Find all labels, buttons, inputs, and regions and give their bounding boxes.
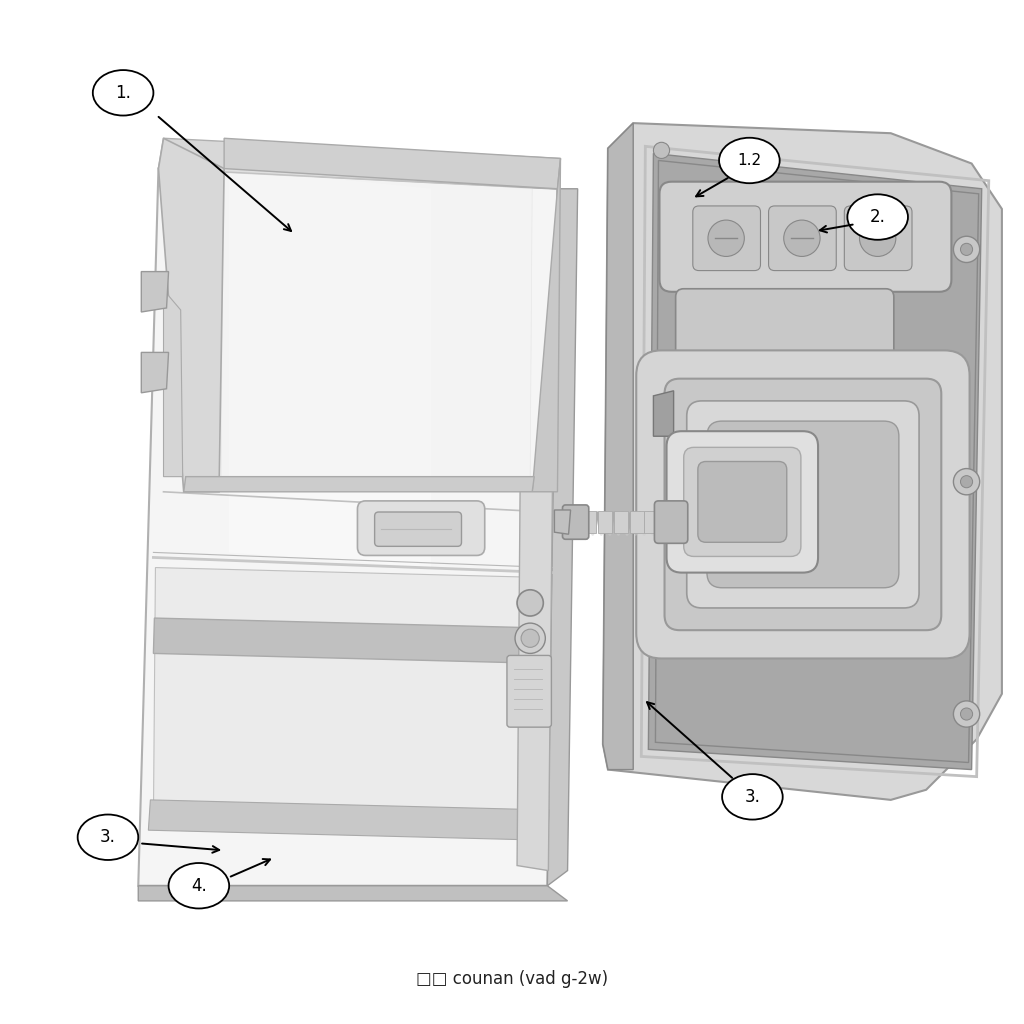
FancyBboxPatch shape: [357, 501, 484, 555]
Circle shape: [961, 244, 973, 255]
Circle shape: [961, 708, 973, 720]
Polygon shape: [141, 352, 169, 393]
Polygon shape: [221, 169, 532, 476]
FancyBboxPatch shape: [693, 206, 761, 270]
Text: 3.: 3.: [744, 787, 761, 806]
Circle shape: [708, 220, 744, 256]
FancyBboxPatch shape: [562, 505, 589, 540]
Polygon shape: [582, 511, 596, 534]
Polygon shape: [229, 169, 431, 567]
Polygon shape: [164, 290, 182, 476]
FancyBboxPatch shape: [636, 350, 970, 658]
Polygon shape: [653, 391, 674, 436]
Polygon shape: [532, 159, 560, 492]
Circle shape: [653, 142, 670, 159]
FancyBboxPatch shape: [845, 206, 912, 270]
Polygon shape: [603, 123, 633, 770]
Polygon shape: [154, 567, 549, 830]
Polygon shape: [159, 138, 224, 492]
Polygon shape: [224, 138, 560, 188]
FancyBboxPatch shape: [667, 431, 818, 572]
Circle shape: [953, 469, 980, 495]
Text: 3.: 3.: [100, 828, 116, 846]
Polygon shape: [548, 188, 578, 886]
Circle shape: [783, 220, 820, 256]
Ellipse shape: [93, 70, 154, 116]
Polygon shape: [644, 511, 658, 534]
Circle shape: [953, 237, 980, 262]
FancyBboxPatch shape: [665, 379, 941, 630]
Polygon shape: [183, 476, 535, 492]
Circle shape: [515, 624, 546, 653]
Polygon shape: [154, 618, 549, 664]
Polygon shape: [648, 154, 982, 770]
FancyBboxPatch shape: [707, 421, 899, 588]
Polygon shape: [554, 510, 570, 535]
FancyBboxPatch shape: [769, 206, 837, 270]
FancyBboxPatch shape: [654, 501, 688, 544]
Text: 1.2: 1.2: [737, 153, 762, 168]
Ellipse shape: [169, 863, 229, 908]
Circle shape: [953, 700, 980, 727]
Polygon shape: [141, 271, 169, 312]
FancyBboxPatch shape: [687, 400, 920, 608]
Circle shape: [859, 220, 896, 256]
Polygon shape: [138, 169, 557, 886]
Polygon shape: [630, 511, 644, 534]
Polygon shape: [603, 123, 1001, 800]
Ellipse shape: [78, 814, 138, 860]
Circle shape: [961, 475, 973, 487]
Text: 1.: 1.: [115, 84, 131, 101]
FancyBboxPatch shape: [676, 289, 894, 364]
Polygon shape: [517, 492, 552, 870]
Text: □□ counan (vad g-2w): □□ counan (vad g-2w): [416, 970, 608, 988]
Text: 2.: 2.: [869, 208, 886, 226]
FancyBboxPatch shape: [507, 655, 551, 727]
FancyBboxPatch shape: [698, 462, 786, 543]
FancyBboxPatch shape: [659, 181, 951, 292]
Ellipse shape: [847, 195, 908, 240]
FancyBboxPatch shape: [375, 512, 462, 547]
Text: 4.: 4.: [191, 877, 207, 895]
Polygon shape: [148, 800, 549, 841]
Circle shape: [521, 629, 540, 647]
Circle shape: [517, 590, 544, 616]
Polygon shape: [598, 511, 612, 534]
Ellipse shape: [719, 138, 779, 183]
Polygon shape: [159, 138, 560, 188]
Polygon shape: [614, 511, 628, 534]
Ellipse shape: [722, 774, 782, 819]
FancyBboxPatch shape: [684, 447, 801, 556]
Polygon shape: [138, 886, 567, 901]
